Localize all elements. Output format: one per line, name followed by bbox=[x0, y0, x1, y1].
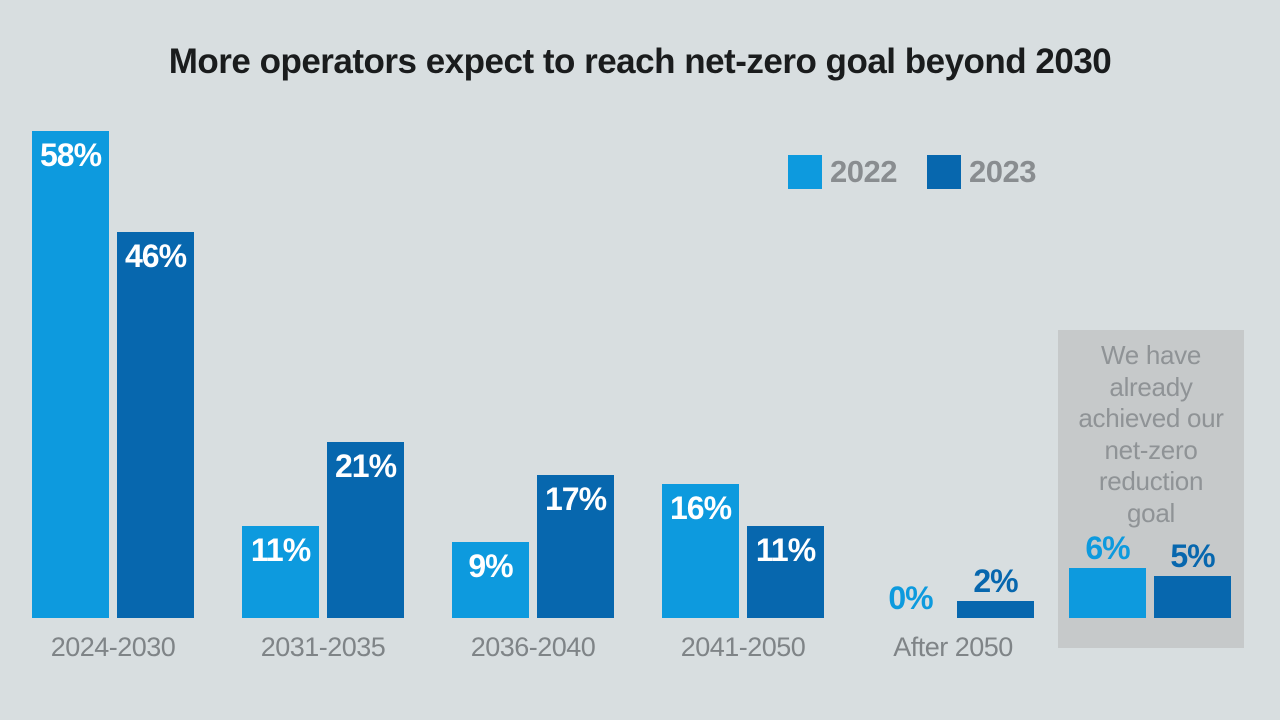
already-achieved-panel: We have already achieved our net-zero re… bbox=[1058, 330, 1244, 648]
category-label-2041-2050: 2041-2050 bbox=[680, 632, 806, 662]
category-label-2031-2035: 2031-2035 bbox=[260, 632, 386, 662]
bar-value-label: 16% bbox=[669, 490, 732, 526]
already-achieved-label: We have already achieved our net-zero re… bbox=[1078, 340, 1224, 528]
bar-2022-2041-2050 bbox=[662, 484, 739, 618]
category-label-After-2050: After 2050 bbox=[893, 632, 1013, 662]
bar-2023-2036-2040 bbox=[537, 475, 614, 618]
legend-label: 2022 bbox=[830, 154, 897, 189]
bar-value-label: 6% bbox=[1085, 530, 1130, 566]
bar-value-label: 11% bbox=[250, 532, 311, 568]
bar-value-label: 2% bbox=[973, 563, 1018, 599]
bar-2022-2024-2030 bbox=[32, 131, 109, 618]
bar-value-label: 21% bbox=[334, 448, 397, 484]
bar-2022-2031-2035 bbox=[242, 526, 319, 618]
bar-value-label: 58% bbox=[39, 137, 102, 173]
bar-value-label: 0% bbox=[888, 580, 933, 616]
category-label-2024-2030: 2024-2030 bbox=[50, 632, 176, 662]
legend-label: 2023 bbox=[968, 154, 1036, 189]
bar-value-label: 11% bbox=[755, 532, 816, 568]
bar-2023-After 2050 bbox=[957, 601, 1034, 618]
bar-value-label: 5% bbox=[1170, 538, 1215, 574]
bar-value-label: 9% bbox=[468, 548, 513, 584]
bar-2023-2024-2030 bbox=[117, 232, 194, 618]
bar-value-label: 46% bbox=[124, 238, 187, 274]
legend-swatch-2023 bbox=[926, 155, 961, 189]
bar-2022-2036-2040 bbox=[452, 542, 529, 618]
bar-value-label: 17% bbox=[544, 481, 607, 517]
legend: 2022 2023 bbox=[788, 154, 1036, 190]
bar-2023-2031-2035 bbox=[327, 442, 404, 618]
legend-item-2022: 2022 bbox=[788, 154, 897, 190]
bar-2022-We have alre bbox=[1069, 568, 1146, 618]
bar-2023-2041-2050 bbox=[747, 526, 824, 618]
chart-title: More operators expect to reach net-zero … bbox=[168, 42, 1112, 81]
legend-item-2023: 2023 bbox=[926, 154, 1036, 190]
category-label-2036-2040: 2036-2040 bbox=[470, 632, 596, 662]
bar-2023-We have alre bbox=[1154, 576, 1231, 618]
legend-swatch-2022 bbox=[788, 155, 822, 189]
